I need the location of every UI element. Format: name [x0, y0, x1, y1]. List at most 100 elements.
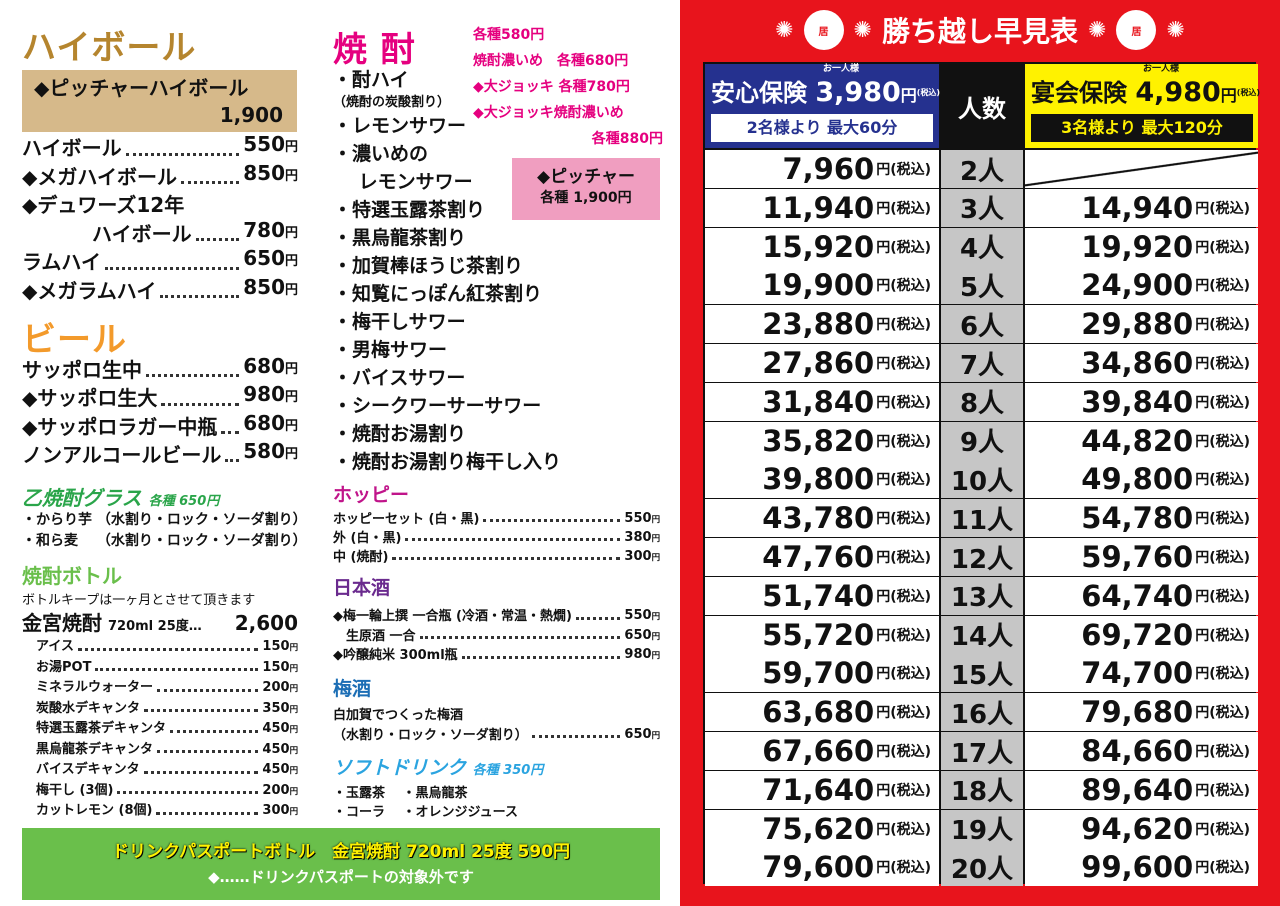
- price-row: 47,760 円(税込) 12人 59,760 円(税込): [705, 538, 1258, 576]
- item-price: 550: [624, 606, 660, 627]
- item-name: 外 (白・黒): [333, 531, 402, 546]
- price-row: 51,740 円(税込) 13人 64,740 円(税込): [705, 576, 1258, 615]
- item-price: 680: [243, 352, 298, 384]
- passport-detail: 金宮焼酎 720ml 25度 590円: [332, 842, 571, 862]
- item-name: ホッピーセット (白・黒): [333, 512, 480, 527]
- plan-a-header: お一人様 安心保険 3,980円(税込) 2名様より 最大60分: [705, 64, 941, 148]
- highball-heading: ハイボール: [22, 28, 197, 68]
- plan-b-price: 94,620 円(税込): [1025, 809, 1258, 848]
- price-row: 75,620 円(税込) 19人 94,620 円(税込): [705, 809, 1258, 848]
- plan-a-price: 19,900 円(税込): [705, 266, 939, 305]
- menu-item: ミネラルウォーター 200: [36, 678, 298, 699]
- shochu-item: ・男梅サワー: [333, 339, 448, 361]
- highball-list: ハイボール550◆メガハイボール850◆デュワーズ12年ハイボール780ラムハイ…: [22, 132, 298, 306]
- item-name: 中 (焼酎): [333, 550, 389, 565]
- people-count: 7人: [941, 344, 1023, 382]
- price-row: 59,700 円(税込) 15人 74,700 円(税込): [705, 654, 1258, 693]
- plan-b-price: 19,920 円(税込): [1025, 227, 1258, 266]
- plan-b-price: 69,720 円(税込): [1025, 615, 1258, 654]
- sake-heading: 日本酒: [333, 577, 391, 599]
- plan-a-price: 47,760 円(税込): [705, 538, 939, 576]
- people-count: 5人: [941, 266, 1023, 305]
- item-price: 580: [243, 437, 298, 469]
- menu-item: 白加賀でつくった梅酒: [333, 706, 660, 726]
- menu-item: 生原酒 一合 650: [333, 627, 660, 647]
- bottle-heading: 焼酎ボトル: [22, 564, 122, 588]
- item-name: 炭酸水デキャンタ: [36, 700, 141, 716]
- plan-b-price: 64,740 円(税込): [1025, 576, 1258, 615]
- people-count: 19人: [941, 809, 1023, 848]
- umeshu-list: 白加賀でつくった梅酒 （水割り・ロック・ソーダ割り） 650: [333, 706, 660, 745]
- pitcher-highball-price: 1,900: [219, 103, 283, 127]
- shochu-list: ・酎ハイ （焼酎の炭酸割り） ・レモンサワー ・濃いめの レモンサワー ・特選玉露茶割り…: [333, 66, 561, 476]
- menu-item: ◆メガハイボール 850: [22, 161, 298, 192]
- shochu-item: ・シークワーサーサワー: [333, 395, 542, 417]
- plan-b-price: 89,640 円(税込): [1025, 770, 1258, 809]
- shochu-item: ・黒烏龍茶割り: [333, 227, 467, 249]
- beer-heading: ビール: [22, 320, 127, 360]
- menu-item: ホッピーセット (白・黒) 550: [333, 510, 660, 529]
- price-row: 43,780 円(税込) 11人 54,780 円(税込): [705, 499, 1258, 538]
- menu-item: ◆メガラムハイ 850: [22, 275, 298, 306]
- price-row: 11,940 円(税込) 3人 14,940 円(税込): [705, 188, 1258, 227]
- soft-list: ・玉露茶 ・黒烏龍茶 ・コーラ ・オレンジジュース: [333, 784, 518, 822]
- people-count: 12人: [941, 538, 1023, 576]
- plan-a-price: 27,860 円(税込): [705, 344, 939, 382]
- item-name: 黒烏龍茶デキャンタ: [36, 741, 154, 757]
- item-price: 150: [262, 658, 298, 679]
- price-row: 67,660 円(税込) 17人 84,660 円(税込): [705, 732, 1258, 770]
- plan-b-price: 54,780 円(税込): [1025, 499, 1258, 538]
- menu-item: ◆デュワーズ12年: [22, 191, 298, 220]
- item-price: 650: [624, 626, 660, 647]
- people-header: 人数: [941, 64, 1023, 148]
- shochu-item: ・特選玉露茶割り: [333, 199, 486, 221]
- passport-title: ドリンクパスポートボトル: [111, 842, 316, 862]
- menu-item: 黒烏龍茶デキャンタ 450: [36, 740, 298, 761]
- logo-seal: 居: [803, 10, 844, 50]
- plan-b-price: 44,820 円(税込): [1025, 421, 1258, 460]
- shochu-item: ・焼酎お湯割り: [333, 423, 467, 445]
- item-name: ◆メガラムハイ: [22, 278, 157, 303]
- otsu-list: ・からり芋 （水割り・ロック・ソーダ割り） ・和ら麦 （水割り・ロック・ソーダ割…: [22, 510, 307, 552]
- menu-item: 特選玉露茶デキャンタ 450: [36, 719, 298, 740]
- shochu-item: ・知覧にっぽん紅茶割り: [333, 283, 543, 305]
- people-count: 17人: [941, 732, 1023, 770]
- plan-a-name: 安心保険 3,980円(税込): [711, 77, 941, 108]
- people-count: 4人: [941, 227, 1023, 266]
- people-count: 3人: [941, 188, 1023, 227]
- plan-a-price: 7,960 円(税込): [705, 150, 939, 188]
- people-count: 16人: [941, 693, 1023, 732]
- people-count: 9人: [941, 421, 1023, 460]
- price-row: 55,720 円(税込) 14人 69,720 円(税込): [705, 615, 1258, 654]
- table-title-bar: ✺ 居 ✺ 勝ち越し早見表 ✺ 居 ✺: [700, 8, 1260, 52]
- plan-b-price: 14,940 円(税込): [1025, 188, 1258, 227]
- fan-icon: ✺: [1088, 17, 1107, 43]
- item-price: 450: [262, 719, 298, 740]
- table-title: 勝ち越し早見表: [881, 15, 1078, 48]
- fan-icon: ✺: [775, 17, 794, 43]
- price-row: 79,600 円(税込) 20人 99,600 円(税込): [705, 848, 1258, 887]
- plan-a-price: 15,920 円(税込): [705, 227, 939, 266]
- plan-b-price: 39,840 円(税込): [1025, 382, 1258, 421]
- menu-item: 中 (焼酎) 300: [333, 548, 660, 567]
- item-name: アイス: [36, 639, 74, 654]
- item-price: 300: [624, 547, 660, 567]
- shochu-item: （焼酎の炭酸割り）: [333, 95, 451, 110]
- item-name: ◆吟醸純米 300ml瓶: [333, 648, 458, 663]
- otsu-item: ・からり芋 （水割り・ロック・ソーダ割り）: [22, 512, 307, 528]
- people-count: 2人: [941, 150, 1023, 188]
- item-price: 550: [243, 130, 298, 163]
- price-row: 63,680 円(税込) 16人 79,680 円(税込): [705, 693, 1258, 732]
- shochu-item: ・濃いめの: [333, 143, 429, 165]
- item-name: 梅干し (3個): [36, 782, 114, 798]
- soft-heading: ソフトドリンク 各種 350円: [333, 757, 544, 779]
- item-name: ◆梅一輪上撰 一合瓶 (冷酒・常温・熱燗): [333, 609, 572, 624]
- price-row: 15,920 円(税込) 4人 19,920 円(税込): [705, 227, 1258, 266]
- item-price: 150: [262, 637, 298, 658]
- hoppy-heading: ホッピー: [333, 484, 410, 506]
- item-name: ラムハイ: [22, 250, 101, 274]
- menu-item: ハイボール 780: [22, 218, 298, 249]
- item-price: 850: [243, 159, 298, 192]
- item-name: ノンアルコールビール: [22, 442, 222, 467]
- menu-item: ノンアルコールビール 580: [22, 439, 298, 469]
